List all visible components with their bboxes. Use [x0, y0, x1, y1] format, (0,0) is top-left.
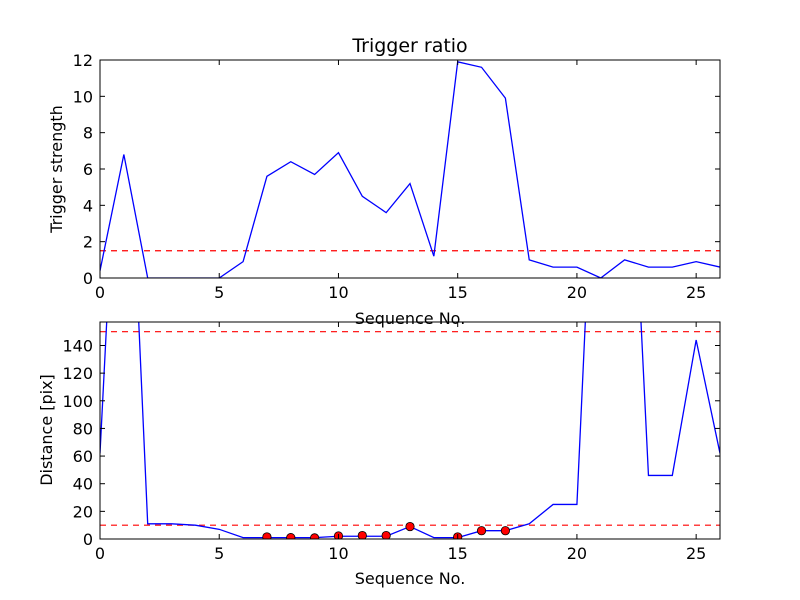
- bottom-marker-point: [500, 526, 510, 536]
- bottom-marker-point: [381, 530, 391, 539]
- bottom-y-tick-label: 120: [62, 364, 93, 383]
- top-y-tick-label: 2: [83, 233, 93, 252]
- bottom-x-tick-label: 10: [328, 544, 348, 563]
- top-x-tick-label: 5: [214, 283, 224, 302]
- top-y-tick-label: 8: [83, 124, 93, 143]
- top-chart-title: Trigger ratio: [351, 35, 467, 57]
- bottom-x-tick-label: 15: [448, 544, 468, 563]
- bottom-x-tick-label: 20: [567, 544, 587, 563]
- top-x-axis-label: Sequence No.: [355, 309, 466, 328]
- bottom-y-tick-label: 100: [62, 392, 93, 411]
- top-x-tick-label: 0: [95, 283, 105, 302]
- bottom-y-tick-label: 140: [62, 336, 93, 355]
- trigger-ratio-subplot: Trigger ratio Sequence No. Trigger stren…: [47, 35, 721, 328]
- top-series-group: [100, 61, 720, 278]
- bottom-series-group: [100, 322, 720, 539]
- top-x-tick-label: 10: [328, 283, 348, 302]
- top-y-tick-label: 0: [83, 269, 93, 288]
- top-y-axis-label: Trigger strength: [47, 105, 66, 234]
- bottom-marker-point: [357, 530, 367, 539]
- top-x-tick-label: 15: [448, 283, 468, 302]
- bottom-x-tick-label: 25: [686, 544, 706, 563]
- bottom-y-tick-label: 60: [73, 447, 93, 466]
- bottom-marker-point: [476, 526, 487, 536]
- top-x-tick-label: 25: [686, 283, 706, 302]
- bottom-marker-point: [262, 532, 272, 539]
- top-series-line-0: [100, 61, 720, 278]
- top-y-tick-label: 4: [83, 196, 93, 215]
- distance-subplot: Sequence No. Distance [pix] 0 5 10 15 20 25 0 2…: [37, 321, 721, 588]
- top-y-tick-label: 6: [83, 160, 93, 179]
- bottom-plot-area: 0 5 10 15 20 25 0 20 40 60 80 100 120 140: [62, 321, 721, 563]
- top-y-tick-label: 12: [73, 51, 93, 70]
- bottom-y-tick-label: 40: [73, 475, 93, 494]
- bottom-marker-point: [286, 533, 296, 539]
- bottom-y-tick-label: 80: [73, 419, 93, 438]
- bottom-x-tick-label: 0: [95, 544, 105, 563]
- bottom-axes-frame: [99, 321, 721, 540]
- top-x-tick-label: 20: [567, 283, 587, 302]
- bottom-y-axis-label: Distance [pix]: [37, 374, 56, 486]
- bottom-y-tick-label: 20: [73, 502, 93, 521]
- bottom-x-axis-label: Sequence No.: [355, 569, 466, 588]
- bottom-y-tick-label: 0: [83, 530, 93, 549]
- bottom-marker-point: [310, 533, 320, 539]
- bottom-marker-point: [405, 521, 415, 532]
- top-plot-area: 0 5 10 15 20 25 0 2 4 6 8 10 12: [73, 51, 721, 302]
- top-y-tick-label: 10: [73, 87, 93, 106]
- bottom-x-tick-label: 5: [214, 544, 224, 563]
